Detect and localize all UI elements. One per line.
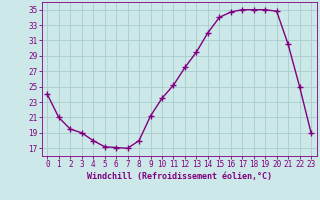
X-axis label: Windchill (Refroidissement éolien,°C): Windchill (Refroidissement éolien,°C) [87,172,272,181]
